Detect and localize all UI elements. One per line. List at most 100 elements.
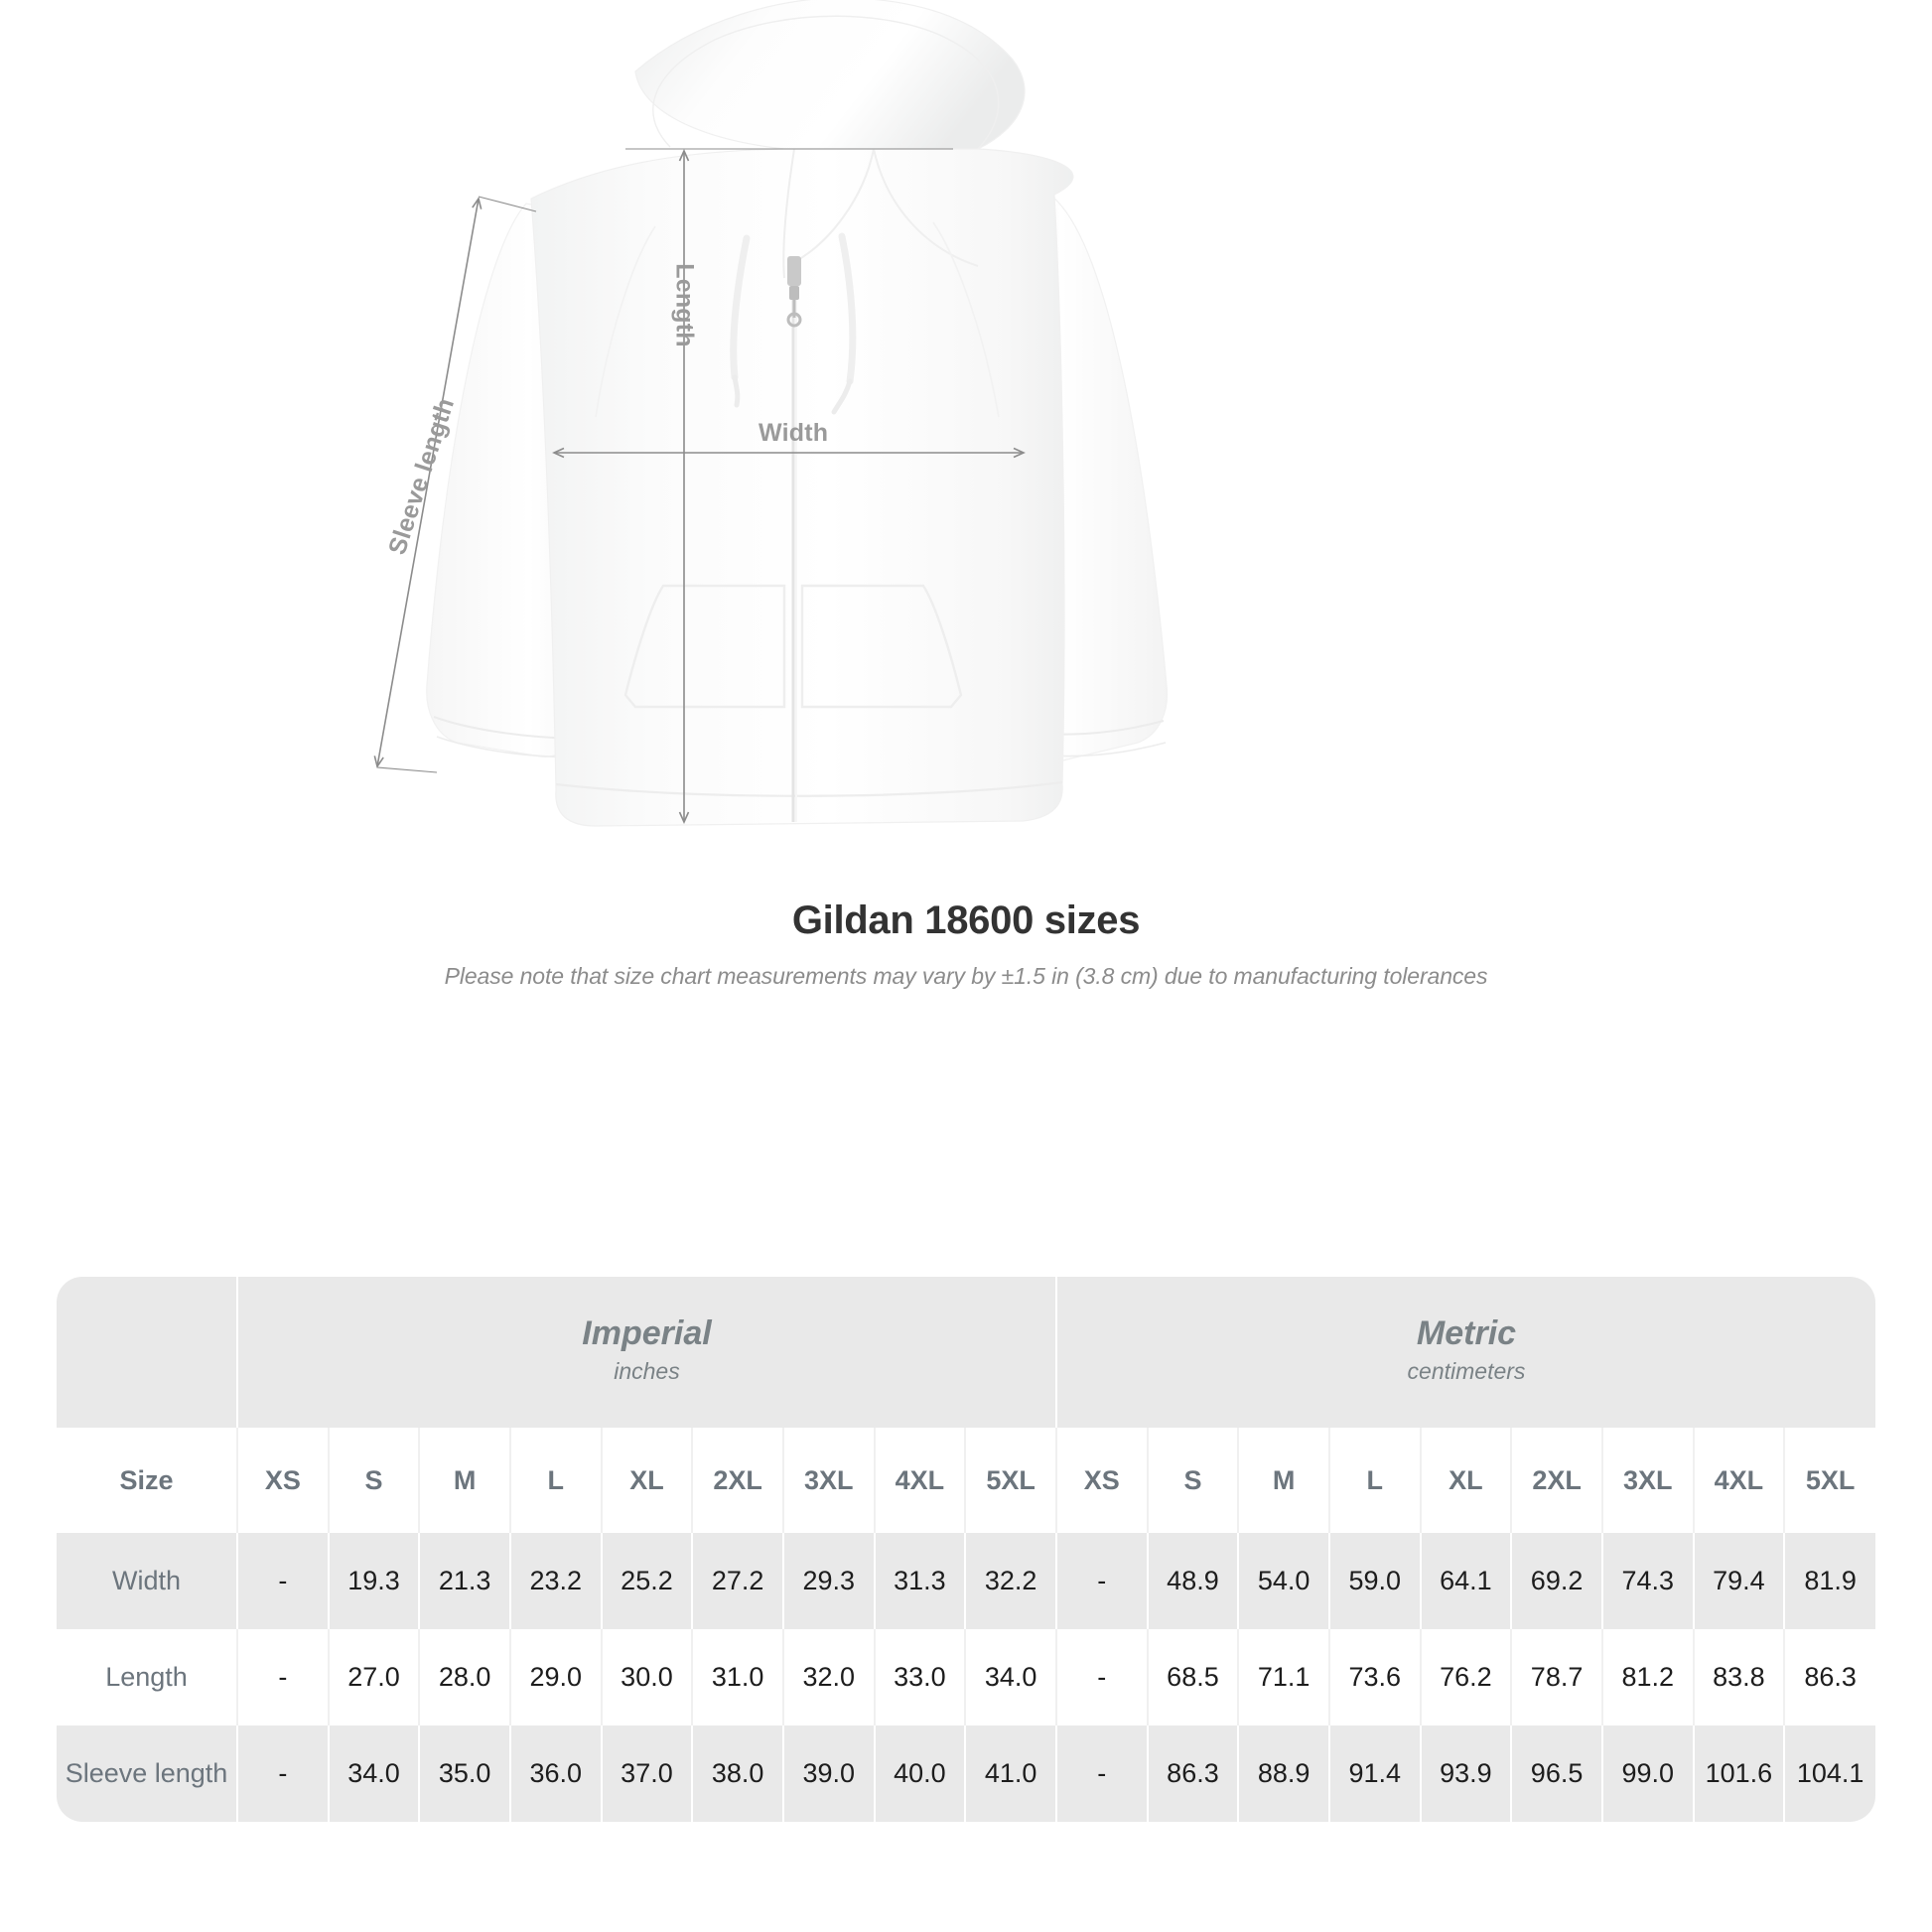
size-chart-table: Imperial inches Metric centimeters Size … (57, 1277, 1875, 1822)
row-label-sleeve-length: Sleeve length (57, 1725, 238, 1822)
table-cell: 34.0 (965, 1629, 1057, 1725)
table-cell: - (1055, 1533, 1149, 1629)
table-cell: 29.0 (509, 1629, 603, 1725)
table-cell: - (237, 1629, 330, 1725)
table-cell: - (1055, 1629, 1149, 1725)
garment-illustration: Length Width Sleeve length (0, 0, 1932, 894)
size-column-header: S (1147, 1428, 1240, 1533)
table-row: Length -27.0 28.0 29.0 30.0 31.0 32.0 33.0 34.0… (57, 1629, 1875, 1725)
length-label: Length (670, 263, 699, 347)
table-cell: 31.0 (692, 1629, 784, 1725)
unit-banner-row: Imperial inches Metric centimeters (57, 1277, 1875, 1428)
table-cell: - (1055, 1725, 1149, 1822)
table-cell: 76.2 (1420, 1629, 1513, 1725)
measurement-lines (373, 148, 1026, 824)
table-cell: 71.1 (1238, 1629, 1330, 1725)
unit-imperial-sub: inches (614, 1358, 680, 1385)
chart-title-block: Gildan 18600 sizes Please note that size… (0, 898, 1932, 990)
table-cell: 27.0 (328, 1629, 421, 1725)
page-title: Gildan 18600 sizes (791, 898, 1141, 942)
size-column-header: L (509, 1428, 603, 1533)
size-column-header: S (328, 1428, 421, 1533)
table-cell: 96.5 (1511, 1725, 1603, 1822)
table-cell: 32.0 (782, 1629, 876, 1725)
size-column-header: 5XL (1784, 1428, 1875, 1533)
table-cell: 54.0 (1238, 1533, 1330, 1629)
table-cell: 59.0 (1328, 1533, 1422, 1629)
hoodie-garment (426, 0, 1169, 827)
unit-imperial-cell: Imperial inches (236, 1277, 1056, 1428)
row-label-width: Width (57, 1533, 238, 1629)
table-cell: 73.6 (1328, 1629, 1422, 1725)
unit-metric-cell: Metric centimeters (1054, 1277, 1875, 1428)
size-column-header: 2XL (1511, 1428, 1603, 1533)
table-cell: 39.0 (782, 1725, 876, 1822)
unit-imperial-name: Imperial (582, 1314, 712, 1353)
table-cell: 88.9 (1238, 1725, 1330, 1822)
table-cell: 91.4 (1328, 1725, 1422, 1822)
size-column-header: 5XL (965, 1428, 1057, 1533)
table-cell: 86.3 (1147, 1725, 1240, 1822)
table-cell: 30.0 (601, 1629, 694, 1725)
table-cell: 101.6 (1693, 1725, 1786, 1822)
unit-metric-sub: centimeters (1407, 1358, 1526, 1385)
table-cell: 69.2 (1511, 1533, 1603, 1629)
table-row: Width -19.3 21.3 23.2 25.2 27.2 29.3 31.3 32.2-… (57, 1533, 1875, 1629)
size-column-header: M (1238, 1428, 1330, 1533)
table-cell: 35.0 (419, 1725, 511, 1822)
table-cell: 74.3 (1601, 1533, 1695, 1629)
table-cell: 27.2 (692, 1533, 784, 1629)
table-cell: - (237, 1725, 330, 1822)
size-column-header: M (419, 1428, 511, 1533)
table-cell: 86.3 (1784, 1629, 1875, 1725)
table-cell: 23.2 (509, 1533, 603, 1629)
sleeve-dimension-line (373, 197, 483, 768)
width-label: Width (759, 419, 829, 447)
table-cell: 37.0 (601, 1725, 694, 1822)
size-column-header: XL (1420, 1428, 1513, 1533)
table-cell: 68.5 (1147, 1629, 1240, 1725)
hoodie-diagram (373, 0, 1169, 827)
table-cell: 38.0 (692, 1725, 784, 1822)
size-header-row: Size XS S M L XL 2XL 3XL 4XL 5XL XS S M L XL 2XL 3XL 4XL… (57, 1428, 1875, 1533)
table-cell: 79.4 (1693, 1533, 1786, 1629)
size-header-label: Size (57, 1428, 238, 1533)
table-cell: 29.3 (782, 1533, 876, 1629)
size-column-header: XL (601, 1428, 694, 1533)
size-column-header: 4XL (1693, 1428, 1786, 1533)
table-cell: 104.1 (1784, 1725, 1875, 1822)
size-column-header: XS (1055, 1428, 1149, 1533)
tolerance-note: Please note that size chart measurements… (444, 963, 1488, 989)
table-cell: 81.2 (1601, 1629, 1695, 1725)
table-cell: 40.0 (874, 1725, 967, 1822)
size-column-header: 2XL (692, 1428, 784, 1533)
table-cell: 21.3 (419, 1533, 511, 1629)
table-cell: - (237, 1533, 330, 1629)
size-column-header: 3XL (1601, 1428, 1695, 1533)
size-chart-table-wrapper: Imperial inches Metric centimeters Size … (57, 1277, 1875, 1822)
table-cell: 32.2 (965, 1533, 1057, 1629)
unit-blank-cell (57, 1277, 237, 1428)
table-cell: 41.0 (965, 1725, 1057, 1822)
size-column-header: 3XL (782, 1428, 876, 1533)
table-cell: 64.1 (1420, 1533, 1513, 1629)
table-cell: 36.0 (509, 1725, 603, 1822)
table-cell: 48.9 (1147, 1533, 1240, 1629)
size-column-header: L (1328, 1428, 1422, 1533)
table-cell: 25.2 (601, 1533, 694, 1629)
table-cell: 99.0 (1601, 1725, 1695, 1822)
table-cell: 81.9 (1784, 1533, 1875, 1629)
size-column-header: 4XL (874, 1428, 967, 1533)
size-column-header: XS (237, 1428, 330, 1533)
table-cell: 34.0 (328, 1725, 421, 1822)
table-cell: 19.3 (328, 1533, 421, 1629)
table-cell: 93.9 (1420, 1725, 1513, 1822)
unit-metric-name: Metric (1416, 1314, 1517, 1353)
table-cell: 31.3 (874, 1533, 967, 1629)
table-cell: 83.8 (1693, 1629, 1786, 1725)
row-label-length: Length (57, 1629, 238, 1725)
table-row: Sleeve length -34.0 35.0 36.0 37.0 38.0 39.0 4… (57, 1725, 1875, 1822)
table-cell: 33.0 (874, 1629, 967, 1725)
table-cell: 28.0 (419, 1629, 511, 1725)
table-cell: 78.7 (1511, 1629, 1603, 1725)
